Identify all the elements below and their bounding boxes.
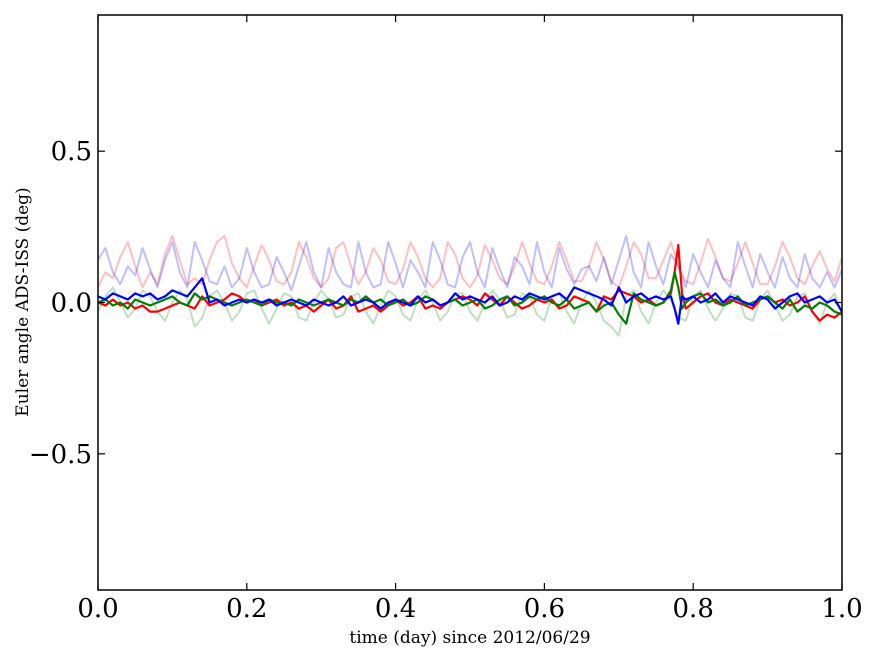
series-layer: [98, 234, 842, 337]
series-line-0-faint: [98, 234, 842, 289]
x-tick-label: 0.2: [226, 594, 267, 624]
x-tick-label: 0.8: [673, 594, 714, 624]
series-line-2-faint: [98, 286, 842, 337]
x-tick-label: 0.6: [524, 594, 565, 624]
series-line-3-bold: [98, 243, 842, 322]
x-tick-label: 1.0: [821, 594, 862, 624]
ticks-layer: 0.0 0.2 0.4 0.6 0.8 1.0 0.5 0.0 −0.5: [29, 15, 863, 624]
y-tick-label: −0.5: [29, 440, 92, 470]
series-line-1-faint: [98, 234, 842, 292]
y-axis-label: Euler angle ADS-ISS (deg): [13, 187, 33, 416]
x-axis-label: time (day) since 2012/06/29: [349, 628, 590, 648]
y-tick-label: 0.0: [51, 289, 92, 319]
x-tick-label: 0.4: [375, 594, 416, 624]
y-tick-label: 0.5: [51, 137, 92, 167]
series-line-5-bold: [98, 277, 842, 325]
x-tick-label: 0.0: [77, 594, 118, 624]
